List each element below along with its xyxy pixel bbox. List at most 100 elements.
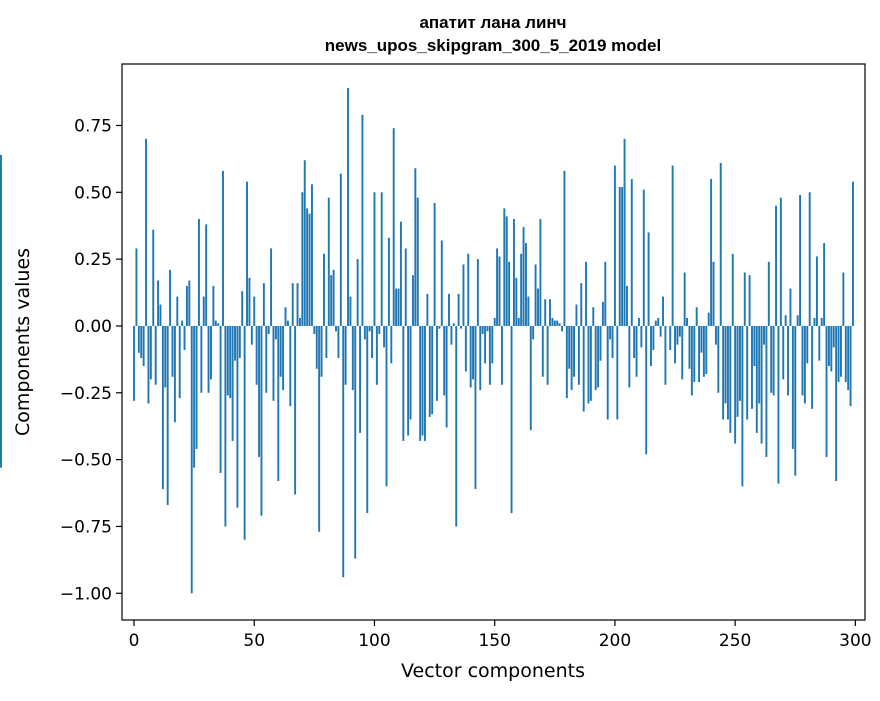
x-tick-label: 0 — [129, 631, 140, 651]
bar — [0, 294, 2, 326]
bar — [292, 283, 294, 326]
bar — [306, 208, 308, 326]
bar — [412, 275, 414, 326]
bar — [400, 222, 402, 326]
bar — [780, 198, 782, 326]
bar — [602, 302, 604, 326]
bar — [138, 326, 140, 353]
bar — [222, 171, 224, 326]
bar — [689, 326, 691, 369]
bar — [234, 326, 236, 361]
bar — [441, 240, 443, 326]
bar — [198, 219, 200, 326]
bar — [802, 326, 804, 396]
bar — [799, 195, 801, 326]
bar — [390, 326, 392, 363]
bar — [155, 326, 157, 385]
bar — [775, 206, 777, 326]
bar — [604, 262, 606, 326]
bar — [414, 168, 416, 326]
bar — [840, 326, 842, 377]
bar — [224, 326, 226, 526]
bar — [323, 254, 325, 326]
bar — [453, 323, 455, 326]
bar — [638, 318, 640, 326]
bar — [378, 326, 380, 334]
bar — [563, 171, 565, 326]
bar — [369, 326, 371, 331]
bar — [838, 326, 840, 382]
bar — [710, 179, 712, 326]
bar — [811, 326, 813, 409]
bar — [684, 273, 686, 326]
bar — [650, 326, 652, 366]
bar — [289, 326, 291, 406]
bar — [756, 326, 758, 433]
bar — [621, 187, 623, 326]
bar — [708, 313, 710, 326]
bar — [585, 262, 587, 326]
bar — [645, 326, 647, 454]
bar — [251, 326, 253, 345]
bar — [359, 326, 361, 433]
bar — [164, 326, 166, 387]
bar — [828, 326, 830, 366]
bar — [804, 326, 806, 404]
bar — [200, 326, 202, 393]
bar — [501, 326, 503, 385]
bar — [674, 326, 676, 363]
bar — [275, 326, 277, 339]
bar — [845, 326, 847, 382]
bar — [462, 264, 464, 325]
bar — [167, 326, 169, 505]
bar — [193, 326, 195, 468]
bar — [253, 297, 255, 326]
bar — [349, 297, 351, 326]
bar — [691, 326, 693, 396]
bar — [616, 326, 618, 420]
bar — [299, 318, 301, 326]
bar — [842, 273, 844, 326]
bar — [597, 326, 599, 387]
bar — [419, 326, 421, 441]
bar — [140, 326, 142, 358]
y-tick-label: 0.75 — [74, 116, 112, 136]
bar — [460, 326, 462, 329]
bar — [188, 281, 190, 326]
bar — [561, 326, 563, 331]
bar — [806, 326, 808, 363]
bar — [429, 326, 431, 417]
bar — [438, 326, 440, 329]
bar — [256, 326, 258, 385]
bar — [496, 248, 498, 326]
bar — [301, 192, 303, 326]
bar — [436, 326, 438, 401]
bar — [450, 326, 452, 345]
bar — [354, 326, 356, 559]
bar — [489, 326, 491, 385]
bar — [818, 326, 820, 361]
bar — [643, 190, 645, 326]
bar — [559, 323, 561, 326]
bar — [181, 321, 183, 326]
bar — [491, 326, 493, 363]
bar — [191, 326, 193, 593]
bar — [751, 326, 753, 409]
bar — [532, 326, 534, 339]
bar — [208, 326, 210, 393]
bar — [631, 179, 633, 326]
y-axis-ticks: −1.00−0.75−0.50−0.250.000.250.500.75 — [60, 116, 122, 604]
bar — [549, 299, 551, 326]
bar — [809, 192, 811, 326]
bar — [609, 326, 611, 339]
bar — [169, 270, 171, 326]
bar — [263, 283, 265, 326]
bar — [395, 289, 397, 326]
bar — [352, 326, 354, 390]
bar — [503, 208, 505, 326]
bar — [676, 326, 678, 345]
bar — [600, 326, 602, 361]
bar — [458, 294, 460, 326]
bar — [229, 326, 231, 398]
